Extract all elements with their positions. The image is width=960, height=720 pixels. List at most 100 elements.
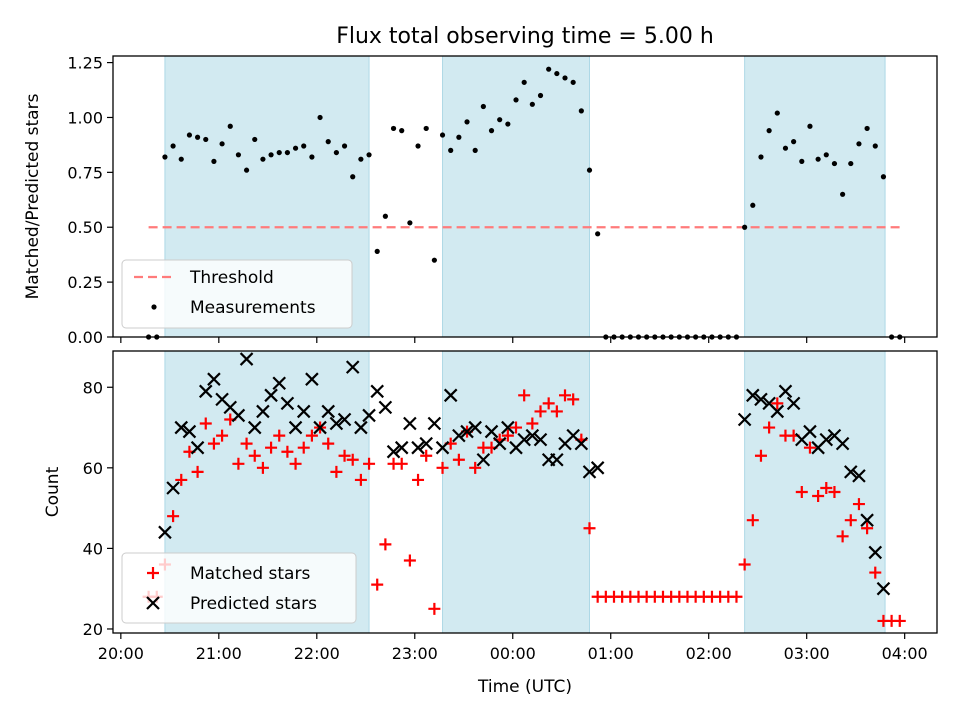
x-tick-label: 21:00 <box>196 644 242 663</box>
ratio-axes: 0.00 0.25 0.50 0.75 1.00 1.25 <box>67 54 938 347</box>
predicted-point <box>533 432 548 447</box>
predicted-point <box>484 424 499 439</box>
predicted-point <box>746 388 760 403</box>
matched-point <box>795 486 808 498</box>
measurement-point <box>856 141 862 147</box>
predicted-point <box>239 352 254 366</box>
predicted-point <box>264 388 278 403</box>
measurement-point <box>750 202 756 208</box>
measurement-point <box>562 75 568 81</box>
predicted-point <box>174 420 189 435</box>
predicted-point <box>844 465 858 479</box>
predicted-point <box>370 384 384 399</box>
matched-point <box>248 449 261 462</box>
axes-frame <box>112 55 938 338</box>
matched-point <box>583 522 596 535</box>
predicted-point <box>321 404 336 419</box>
matched-point <box>191 465 204 478</box>
x-tick-label: 01:00 <box>588 644 634 663</box>
measurement-point <box>374 248 380 254</box>
measurement-point <box>358 156 364 162</box>
predicted-point <box>158 525 172 540</box>
shaded-interval <box>744 55 886 338</box>
matched-point <box>746 514 759 527</box>
matched-point <box>363 457 376 470</box>
measurement-point <box>301 143 307 149</box>
x-tick-label: 20:00 <box>98 644 144 663</box>
y-tick-label: 1.25 <box>67 54 103 73</box>
measurement-point <box>170 143 176 149</box>
predicted-point <box>288 420 303 435</box>
count-panel: 20:00 21:00 22:00 23:00 00:00 01:00 02:00 03:00… <box>43 350 938 663</box>
matched-point <box>420 449 433 462</box>
count-axes: 20:00 21:00 22:00 23:00 00:00 01:00 02:00 03:00… <box>83 350 938 663</box>
measurement-point <box>766 128 772 134</box>
predicted-point <box>819 432 834 447</box>
measurement-point <box>186 132 193 138</box>
legend-matched-label: Matched stars <box>190 564 310 584</box>
measurement-point <box>782 145 789 151</box>
measurement-point <box>260 156 266 162</box>
measurement-point <box>880 174 887 180</box>
predicted-point <box>198 384 213 399</box>
measurement-point <box>774 110 780 116</box>
predicted-point <box>256 404 270 419</box>
measurement-point <box>488 128 495 134</box>
matched-point <box>216 429 229 442</box>
matched-point <box>167 510 180 523</box>
matched-point <box>526 417 539 430</box>
legend-frame <box>121 552 357 624</box>
measurement-point <box>815 156 821 162</box>
legend-threshold-label: Threshold <box>189 268 274 288</box>
predicted-point <box>492 436 507 451</box>
predicted-point <box>190 440 205 455</box>
predicted-point <box>354 420 368 435</box>
predicted-point <box>517 432 531 447</box>
matched-point <box>354 473 367 486</box>
measurement-point <box>546 66 552 72</box>
measurement-point <box>309 154 315 160</box>
predicted-point <box>207 372 221 386</box>
predicted-point <box>166 481 180 495</box>
legend-measurements-swatch <box>151 304 157 310</box>
predicted-point <box>362 408 376 423</box>
y-tick-label: 0.50 <box>67 218 103 237</box>
predicted-point <box>590 461 605 475</box>
y-tick-label: 1.00 <box>67 108 103 127</box>
measurement-point <box>276 149 282 156</box>
predicted-point <box>550 452 564 467</box>
matched-point <box>338 449 351 462</box>
predicted-point <box>876 581 891 596</box>
ratio-y-axis-label: Matched/Predicted stars <box>23 93 43 299</box>
ratio-panel: 0.00 0.25 0.50 0.75 1.00 1.25 Matched/Predict… <box>23 54 938 347</box>
predicted-point <box>786 396 801 411</box>
measurement-point <box>219 141 225 147</box>
matched-point <box>534 405 547 418</box>
measurement-point <box>178 156 184 162</box>
y-tick-label: 60 <box>83 459 103 478</box>
predicted-point <box>247 420 262 435</box>
measurement-point <box>513 97 519 103</box>
measurement-point <box>317 114 323 121</box>
matched-point <box>542 397 555 410</box>
matched-point <box>812 490 825 503</box>
matched-point <box>730 590 743 603</box>
count-y-axis-label: Count <box>43 466 63 517</box>
predicted-point <box>146 596 160 610</box>
measurement-point <box>472 147 478 153</box>
measurement-point <box>537 92 544 99</box>
predicted-point <box>860 513 874 527</box>
measurement-point <box>791 139 797 145</box>
predicted-point <box>443 388 458 403</box>
measurement-point <box>807 123 813 129</box>
matched-point <box>330 465 343 478</box>
matched-point <box>147 567 159 579</box>
y-tick-label: 20 <box>83 620 103 639</box>
predicted-point <box>754 392 768 407</box>
measurement-point <box>464 119 470 125</box>
matched-point <box>379 538 392 551</box>
matched-point <box>256 461 269 474</box>
predicted-point <box>737 412 752 427</box>
predicted-point <box>868 545 883 560</box>
